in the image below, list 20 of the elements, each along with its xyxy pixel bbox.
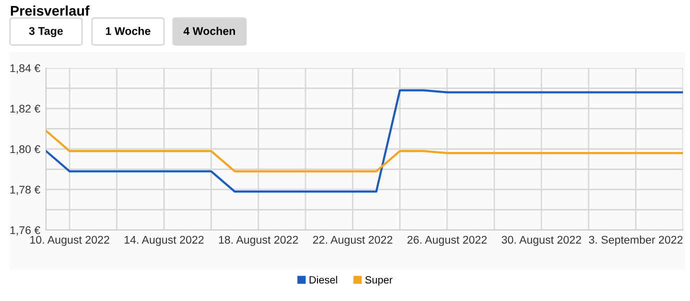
y-tick-label: 1,76 € <box>10 226 40 236</box>
legend-label: Super <box>365 276 392 286</box>
x-tick-label: 14. August 2022 <box>124 236 204 246</box>
line-series <box>46 130 683 172</box>
line-series <box>46 89 683 193</box>
y-tick-label: 1,78 € <box>10 186 40 195</box>
x-tick-label: 30. August 2022 <box>502 236 582 246</box>
x-tick-label: 10. August 2022 <box>30 236 110 246</box>
text: 3 Tage <box>29 27 63 38</box>
x-tick-label: 26. August 2022 <box>407 236 487 246</box>
y-tick-label: 1,80 € <box>10 145 40 154</box>
chart-title: Preisverlauf <box>10 6 90 16</box>
x-tick-label: 18. August 2022 <box>219 236 298 246</box>
x-tick-label: 3. September 2022 <box>588 236 683 246</box>
y-tick-label: 1,82 € <box>10 104 40 114</box>
y-tick-label: 1,84 € <box>10 64 40 74</box>
text: 4 Wochen <box>184 26 235 35</box>
x-tick-label: 22. August 2022 <box>313 236 392 246</box>
legend-label: Diesel <box>310 276 338 284</box>
text: 1 Woche <box>106 26 150 35</box>
